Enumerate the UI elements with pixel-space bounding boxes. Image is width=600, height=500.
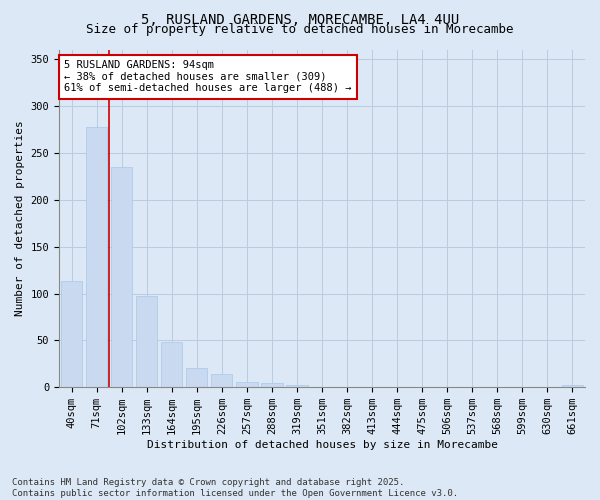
Bar [261,382,283,387]
X-axis label: Distribution of detached houses by size in Morecambe: Distribution of detached houses by size … [146,440,497,450]
Bar [86,127,107,387]
Bar [236,382,257,387]
Bar [286,386,308,387]
Bar [211,374,232,387]
Bar [186,368,208,387]
Text: Contains HM Land Registry data © Crown copyright and database right 2025.
Contai: Contains HM Land Registry data © Crown c… [12,478,458,498]
Bar [562,386,583,387]
Bar [111,167,132,387]
Bar [136,296,157,387]
Y-axis label: Number of detached properties: Number of detached properties [15,120,25,316]
Bar [61,282,82,387]
Text: Size of property relative to detached houses in Morecambe: Size of property relative to detached ho… [86,22,514,36]
Text: 5, RUSLAND GARDENS, MORECAMBE, LA4 4UU: 5, RUSLAND GARDENS, MORECAMBE, LA4 4UU [141,12,459,26]
Text: 5 RUSLAND GARDENS: 94sqm
← 38% of detached houses are smaller (309)
61% of semi-: 5 RUSLAND GARDENS: 94sqm ← 38% of detach… [64,60,352,94]
Bar [161,342,182,387]
